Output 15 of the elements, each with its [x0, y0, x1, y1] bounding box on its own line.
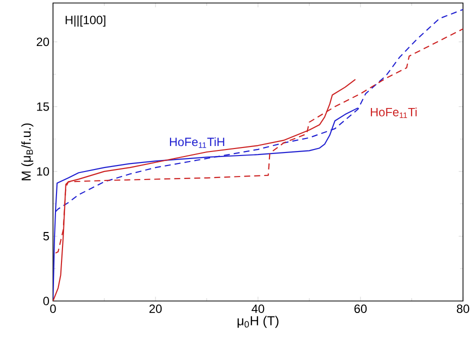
y-tick-label: 15: [37, 102, 49, 111]
y-tick-label: 0: [43, 296, 50, 306]
y-tick-label: 5: [43, 232, 49, 240]
text: HoFe$_{11}$Ti: [370, 108, 417, 118]
annotation: H||[100]: [66, 15, 106, 27]
x-tick-label: 80: [456, 304, 470, 313]
y-axis-title: M (μ$_{B}$/f.u.): [21, 123, 34, 180]
x-tick-label: 20: [149, 304, 162, 313]
series-label: HoFe$_{11}$TiH: [170, 137, 224, 148]
x-tick-label: 40: [252, 304, 264, 313]
y-tick-label: 20: [36, 38, 50, 46]
x-tick-label: 60: [354, 304, 367, 313]
y-tick-label: 10: [37, 167, 50, 176]
x-axis-title: μ$_{0}$H (T): [238, 316, 278, 328]
x-tick-label: 0: [50, 304, 56, 313]
